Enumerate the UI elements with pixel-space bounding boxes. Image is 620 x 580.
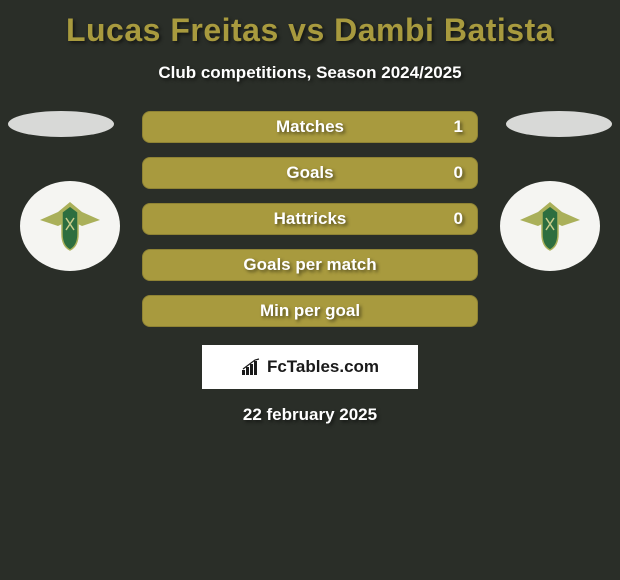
player-right-disc: [506, 111, 612, 137]
stat-label: Min per goal: [260, 301, 360, 321]
shield-icon: [518, 198, 582, 254]
stat-bar-hattricks: Hattricks 0: [142, 203, 478, 235]
watermark-text: FcTables.com: [267, 357, 379, 377]
date-label: 22 february 2025: [0, 405, 620, 425]
subtitle: Club competitions, Season 2024/2025: [0, 63, 620, 83]
stat-value: 0: [454, 163, 463, 183]
stat-label: Goals: [286, 163, 333, 183]
watermark: FcTables.com: [202, 345, 418, 389]
stat-bars: Matches 1 Goals 0 Hattricks 0 Goals per …: [142, 111, 478, 327]
stat-value: 1: [454, 117, 463, 137]
stat-bar-matches: Matches 1: [142, 111, 478, 143]
stat-bar-goals-per-match: Goals per match: [142, 249, 478, 281]
stat-label: Matches: [276, 117, 344, 137]
stat-bar-goals: Goals 0: [142, 157, 478, 189]
stat-label: Hattricks: [274, 209, 347, 229]
chart-icon: [241, 358, 263, 376]
comparison-area: Matches 1 Goals 0 Hattricks 0 Goals per …: [0, 111, 620, 425]
stat-bar-min-per-goal: Min per goal: [142, 295, 478, 327]
club-badge-left: [20, 181, 120, 271]
page-title: Lucas Freitas vs Dambi Batista: [0, 0, 620, 49]
stat-label: Goals per match: [243, 255, 376, 275]
shield-icon: [38, 198, 102, 254]
player-left-disc: [8, 111, 114, 137]
stat-value: 0: [454, 209, 463, 229]
club-badge-right: [500, 181, 600, 271]
